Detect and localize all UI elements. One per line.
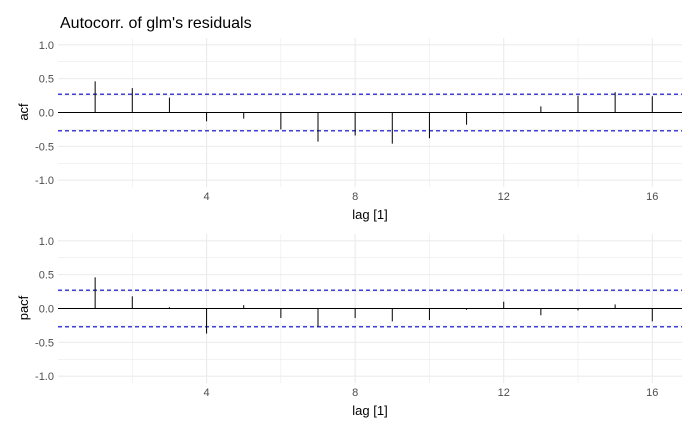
pacf-y-tick-label: -1.0 [35, 371, 54, 383]
pacf-y-tick-label: 0.0 [39, 304, 54, 316]
pacf-x-tick-label: 16 [646, 387, 658, 399]
acf-x-tick-label: 4 [204, 191, 210, 203]
pacf-y-axis-title: pacf [16, 295, 31, 320]
pacf-y-tick-label: 1.0 [39, 236, 54, 248]
acf-y-axis-title: acf [16, 103, 31, 121]
pacf-x-tick-label: 12 [498, 387, 510, 399]
acf-y-tick-label: 1.0 [39, 40, 54, 52]
pacf-x-tick-label: 8 [352, 387, 358, 399]
pacf-y-tick-label: 0.5 [39, 270, 54, 282]
chart-title: Autocorr. of glm's residuals [60, 15, 252, 32]
acf-x-tick-label: 16 [646, 191, 658, 203]
acf-x-tick-label: 12 [498, 191, 510, 203]
acf-y-tick-label: 0.0 [39, 108, 54, 120]
acf-y-tick-label: -0.5 [35, 141, 54, 153]
pacf-x-axis-title: lag [1] [352, 403, 387, 418]
acf-y-tick-label: -1.0 [35, 175, 54, 187]
acf-y-tick-label: 0.5 [39, 74, 54, 86]
pacf-y-tick-label: -0.5 [35, 337, 54, 349]
pacf-x-tick-label: 4 [204, 387, 210, 399]
acf-x-axis-title: lag [1] [352, 207, 387, 222]
acf-x-tick-label: 8 [352, 191, 358, 203]
